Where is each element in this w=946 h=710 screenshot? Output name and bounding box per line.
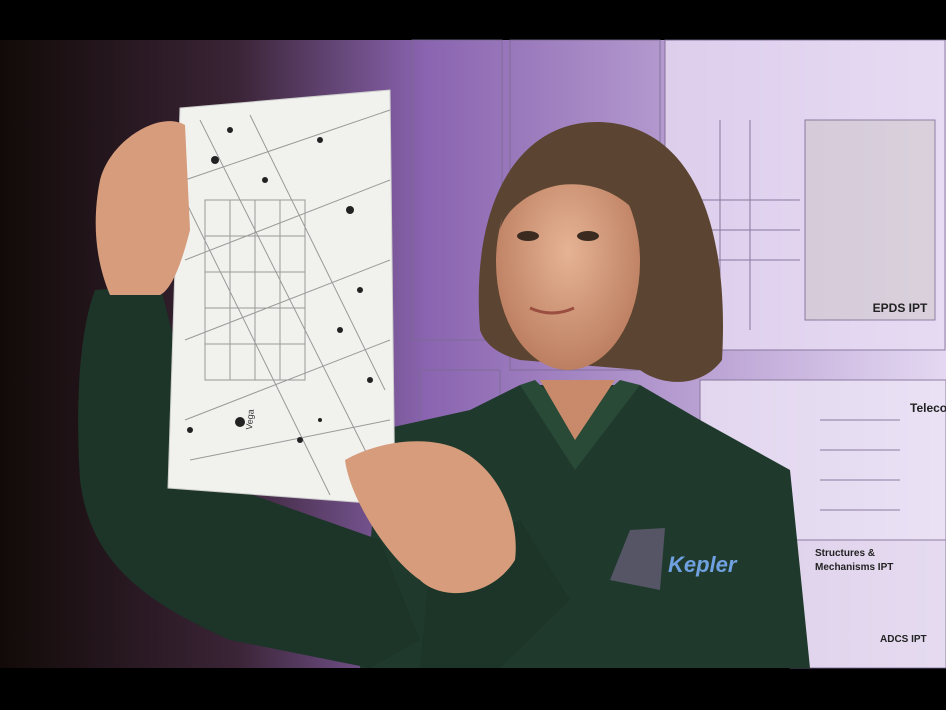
eye	[577, 231, 599, 241]
logo-icon	[610, 528, 665, 590]
hand	[95, 121, 190, 295]
hair-fringe	[500, 147, 662, 250]
stars	[187, 127, 373, 443]
posters	[411, 39, 946, 669]
arm	[78, 285, 420, 668]
eye	[517, 231, 539, 241]
shirt-logo: Kepler	[668, 552, 738, 577]
star-label: Vega	[244, 409, 256, 430]
face	[496, 154, 640, 370]
neck	[540, 380, 615, 440]
poster-label: ADCS IPT	[880, 634, 927, 645]
mouth	[529, 306, 575, 315]
chart-grid	[184, 109, 391, 496]
poster-label: EPDS IPT	[873, 301, 928, 315]
poster-label: Mechanisms IPT	[815, 562, 893, 573]
hand	[345, 441, 516, 594]
poster-label: Structures &	[815, 548, 875, 559]
poster-label: Telecom I	[910, 401, 946, 415]
